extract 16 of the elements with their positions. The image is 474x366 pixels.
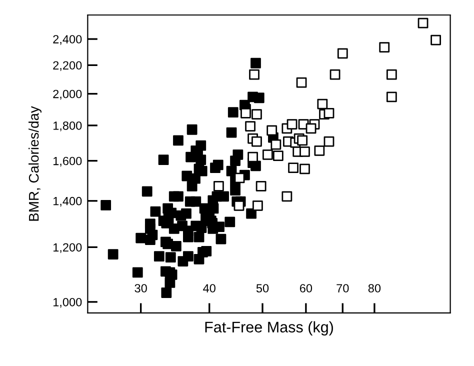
- y-tick-label: 2,400: [53, 35, 82, 45]
- y-tick-label: 2,200: [53, 61, 82, 71]
- y-tick-label: 1,600: [53, 156, 82, 167]
- y-tick-label: 1,200: [53, 243, 82, 253]
- x-tick-label: 40: [203, 284, 216, 292]
- x-axis-title: Fat-Free Mass (kg): [205, 321, 333, 336]
- y-tick-label: 1,000: [53, 298, 82, 308]
- y-tick-label: 1,400: [53, 196, 82, 207]
- x-tick-label: 50: [256, 284, 269, 292]
- y-tick-label: 1,800: [53, 121, 82, 132]
- x-tick-label: 30: [134, 284, 147, 292]
- y-tick-label: 2,000: [53, 90, 82, 100]
- x-tick-label: 70: [336, 284, 349, 292]
- x-tick-label: 60: [300, 284, 312, 292]
- x-tick-label: 80: [368, 284, 381, 292]
- y-axis-title: BMR, Calories/day: [28, 106, 42, 221]
